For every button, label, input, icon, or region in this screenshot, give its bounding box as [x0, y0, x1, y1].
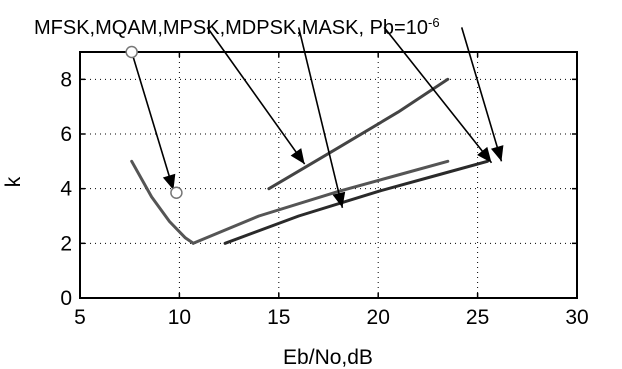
x-tick-label-2: 15: [267, 306, 290, 329]
marker-circle-0: [126, 47, 137, 58]
series-line-2: [225, 161, 487, 243]
annotation-arrow-3: [384, 27, 491, 162]
series-line-0: [132, 161, 194, 243]
y-tick-label-1: 2: [60, 232, 72, 255]
y-tick-label-2: 4: [60, 178, 72, 201]
annotation-arrowhead-1: [291, 148, 305, 164]
x-tick-label-0: 5: [74, 306, 86, 329]
series-layer: [132, 79, 488, 243]
grid: [80, 52, 577, 298]
annotation-arrow-0: [132, 52, 174, 190]
y-tick-label-3: 6: [60, 123, 72, 146]
x-tick-label-3: 20: [367, 306, 390, 329]
annotation-arrows: [132, 27, 504, 207]
annotation-arrowhead-4: [491, 145, 503, 161]
chart-title-superscript: -6: [428, 15, 440, 30]
x-tick-label-1: 10: [168, 306, 191, 329]
plot-frame: [80, 52, 577, 298]
series-line-1: [193, 161, 447, 243]
x-tick-label-5: 30: [565, 306, 588, 329]
annotation-arrowhead-3: [477, 147, 491, 163]
x-tick-label-4: 25: [466, 306, 489, 329]
marker-circle-1: [171, 187, 182, 198]
axis-ticks: 5 10 15 20 25 30 0 2 4 6 8: [60, 52, 588, 329]
annotation-arrow-2: [299, 27, 343, 207]
y-tick-label-4: 8: [60, 68, 72, 91]
y-axis-label: k: [2, 176, 25, 187]
annotation-arrow-4: [462, 27, 502, 161]
annotation-arrow-1: [207, 27, 304, 164]
x-axis-label: Eb/No,dB: [283, 346, 373, 369]
chart-title-text: MFSK,MQAM,MPSK,MDPSK,MASK, Pb=10: [34, 17, 428, 39]
y-tick-label-0: 0: [60, 287, 72, 310]
chart-title: MFSK,MQAM,MPSK,MDPSK,MASK, Pb=10-6: [34, 15, 440, 39]
